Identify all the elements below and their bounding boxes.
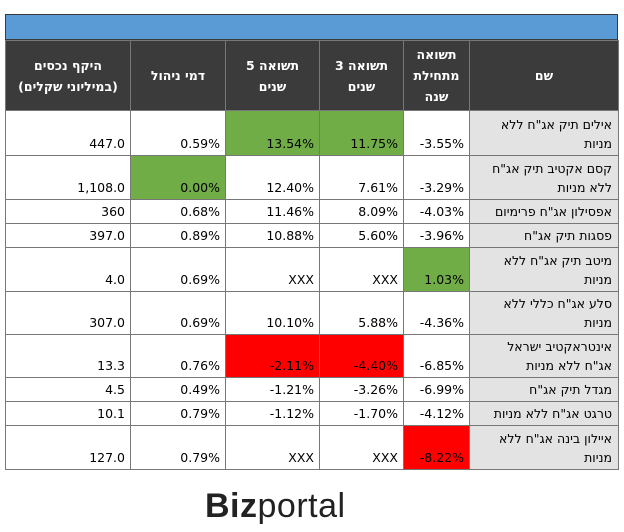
cell-assets: 397.0 <box>5 223 131 248</box>
cell-management-fee: 0.49% <box>130 377 226 402</box>
cell-fund-name: אינטראקטיב ישראל אג"ח ללא מניות <box>469 334 619 378</box>
table-row: 10.1 0.79% -1.12% -1.70% -4.12% טרגט אג"ח ללא… <box>5 401 619 426</box>
cell-assets: 307.0 <box>5 291 131 335</box>
header-ytd-return: תשואה מתחילת שנה <box>403 40 470 111</box>
header-3-year-return: תשואה 3 שנים <box>319 40 404 111</box>
cell-ytd-return: -4.36% <box>403 291 470 335</box>
table-title-bar <box>5 14 618 40</box>
cell-management-fee: 0.00% <box>130 155 226 200</box>
table-row: 127.0 0.79% XXX XXX -8.22% איילון בינה אג"ח ל… <box>5 425 619 470</box>
cell-5-year-return: -1.12% <box>225 401 320 426</box>
cell-ytd-return: 1.03% <box>403 247 470 292</box>
cell-ytd-return: -3.55% <box>403 110 470 156</box>
cell-assets: 13.3 <box>5 334 131 378</box>
cell-ytd-return: -4.03% <box>403 199 470 224</box>
cell-fund-name: איילון בינה אג"ח ללא מניות <box>469 425 619 470</box>
cell-3-year-return: 8.09% <box>319 199 404 224</box>
cell-management-fee: 0.89% <box>130 223 226 248</box>
cell-ytd-return: -4.12% <box>403 401 470 426</box>
header-management-fee: דמי ניהול <box>130 40 226 111</box>
cell-fund-name: אילים תיק אג"ח ללא מניות <box>469 110 619 156</box>
header-5-year-return: תשואה 5 שנים <box>225 40 320 111</box>
cell-3-year-return: -3.26% <box>319 377 404 402</box>
cell-fund-name: אפסילון אג"ח פרימיום <box>469 199 619 224</box>
cell-assets: 127.0 <box>5 425 131 470</box>
cell-fund-name: סלע אג"ח כללי ללא מניות <box>469 291 619 335</box>
cell-assets: 447.0 <box>5 110 131 156</box>
table-row: 307.0 0.69% 10.10% 5.88% -4.36% סלע אג"ח כללי… <box>5 291 619 335</box>
cell-3-year-return: 11.75% <box>319 110 404 156</box>
cell-5-year-return: 13.54% <box>225 110 320 156</box>
cell-assets: 360 <box>5 199 131 224</box>
cell-3-year-return: -1.70% <box>319 401 404 426</box>
table-row: 397.0 0.89% 10.88% 5.60% -3.96% פסגות תיק אג"… <box>5 223 619 248</box>
table-row: 1,108.0 0.00% 12.40% 7.61% -3.29% קסם אקטיב ת… <box>5 155 619 200</box>
cell-5-year-return: 10.88% <box>225 223 320 248</box>
cell-fund-name: טרגט אג"ח ללא מניות <box>469 401 619 426</box>
cell-ytd-return: -3.29% <box>403 155 470 200</box>
cell-ytd-return: -8.22% <box>403 425 470 470</box>
table-header-row: היקף נכסים (במיליוני שקלים) דמי ניהול תש… <box>5 40 619 111</box>
cell-ytd-return: -6.99% <box>403 377 470 402</box>
cell-3-year-return: 5.88% <box>319 291 404 335</box>
cell-ytd-return: -3.96% <box>403 223 470 248</box>
table-row: 447.0 0.59% 13.54% 11.75% -3.55% אילים תיק אג… <box>5 110 619 156</box>
cell-management-fee: 0.69% <box>130 247 226 292</box>
logo-portal: portal <box>257 487 346 525</box>
cell-fund-name: קסם אקטיב תיק אג"ח ללא מניות <box>469 155 619 200</box>
table-row: 4.0 0.69% XXX XXX 1.03% מיטב תיק אג"ח ללא מני… <box>5 247 619 292</box>
cell-3-year-return: -4.40% <box>319 334 404 378</box>
cell-3-year-return: 7.61% <box>319 155 404 200</box>
cell-5-year-return: 11.46% <box>225 199 320 224</box>
bond-funds-table: היקף נכסים (במיליוני שקלים) דמי ניהול תש… <box>5 40 619 470</box>
cell-management-fee: 0.69% <box>130 291 226 335</box>
cell-management-fee: 0.59% <box>130 110 226 156</box>
cell-management-fee: 0.79% <box>130 401 226 426</box>
cell-5-year-return: XXX <box>225 247 320 292</box>
cell-assets: 10.1 <box>5 401 131 426</box>
cell-fund-name: מגדל תיק אג"ח <box>469 377 619 402</box>
header-fund-name: שם <box>469 40 619 111</box>
cell-3-year-return: XXX <box>319 425 404 470</box>
logo-biz: Biz <box>205 487 258 525</box>
table-row: 13.3 0.76% -2.11% -4.40% -6.85% אינטראקטיב יש… <box>5 334 619 378</box>
cell-5-year-return: 12.40% <box>225 155 320 200</box>
cell-ytd-return: -6.85% <box>403 334 470 378</box>
cell-assets: 1,108.0 <box>5 155 131 200</box>
cell-fund-name: פסגות תיק אג"ח <box>469 223 619 248</box>
bizportal-logo: Bizportal <box>205 486 346 526</box>
table-row: 360 0.68% 11.46% 8.09% -4.03% אפסילון אג"ח פר… <box>5 199 619 224</box>
header-assets: היקף נכסים (במיליוני שקלים) <box>5 40 131 111</box>
cell-5-year-return: -1.21% <box>225 377 320 402</box>
cell-5-year-return: -2.11% <box>225 334 320 378</box>
cell-fund-name: מיטב תיק אג"ח ללא מניות <box>469 247 619 292</box>
cell-management-fee: 0.79% <box>130 425 226 470</box>
cell-5-year-return: 10.10% <box>225 291 320 335</box>
cell-management-fee: 0.68% <box>130 199 226 224</box>
cell-assets: 4.5 <box>5 377 131 402</box>
cell-3-year-return: 5.60% <box>319 223 404 248</box>
cell-assets: 4.0 <box>5 247 131 292</box>
cell-management-fee: 0.76% <box>130 334 226 378</box>
table-row: 4.5 0.49% -1.21% -3.26% -6.99% מגדל תיק אג"ח <box>5 377 619 402</box>
cell-3-year-return: XXX <box>319 247 404 292</box>
cell-5-year-return: XXX <box>225 425 320 470</box>
